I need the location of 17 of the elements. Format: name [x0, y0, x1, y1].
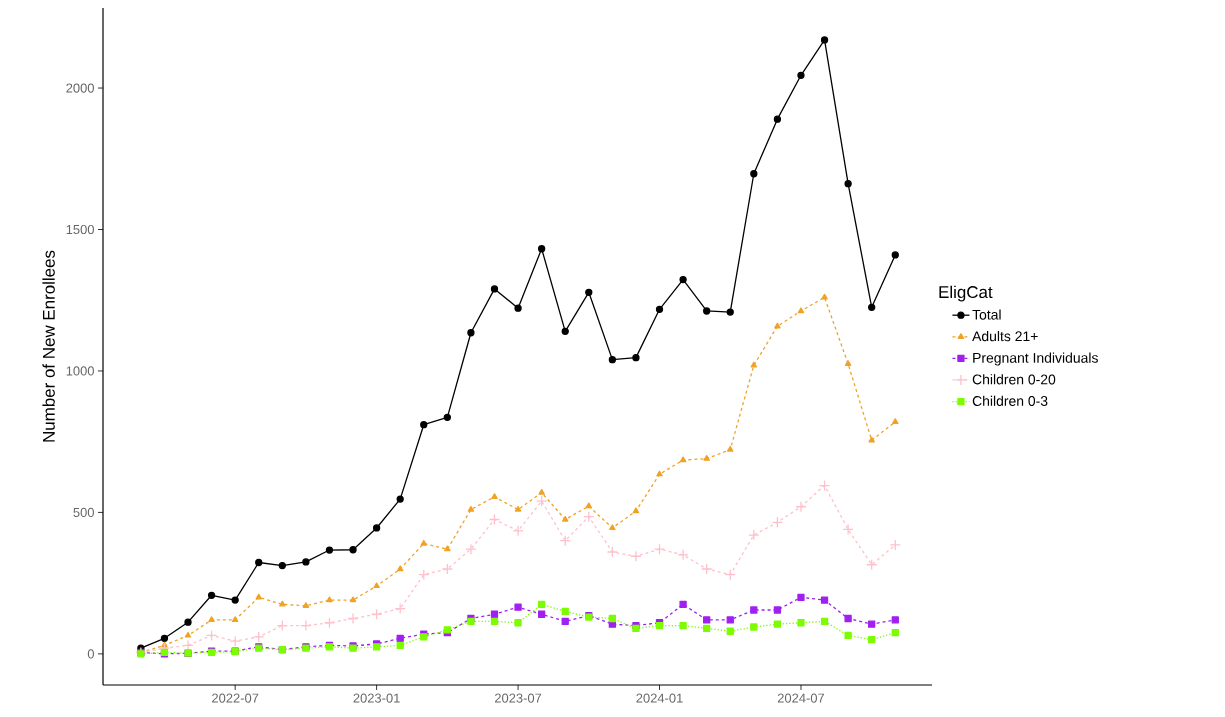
y-axis-title: Number of New Enrollees: [42, 250, 55, 442]
x-tick-label: 2023-01: [353, 693, 400, 703]
y-tick-label: 1500: [66, 224, 94, 235]
y-tick-label: 2000: [66, 83, 94, 93]
x-tick-label: 2024-01: [636, 693, 683, 703]
x-tick-label: 2023-07: [494, 693, 542, 703]
legend-label: Adults 21+: [972, 330, 1038, 342]
y-tick-label: 0: [87, 649, 94, 659]
y-tick-label: 1000: [66, 366, 94, 376]
y-tick-label: 500: [73, 507, 94, 517]
legend-title: EligCat: [939, 285, 993, 302]
legend-label: Pregnant Individuals: [973, 352, 1098, 366]
x-tick-label: 2024-07: [777, 693, 825, 703]
legend-label: Total: [972, 309, 1001, 320]
legend-label: Children 0-20: [972, 374, 1056, 385]
x-tick-label: 2022-07: [212, 693, 259, 703]
legend-label: Children 0-3: [972, 395, 1048, 406]
